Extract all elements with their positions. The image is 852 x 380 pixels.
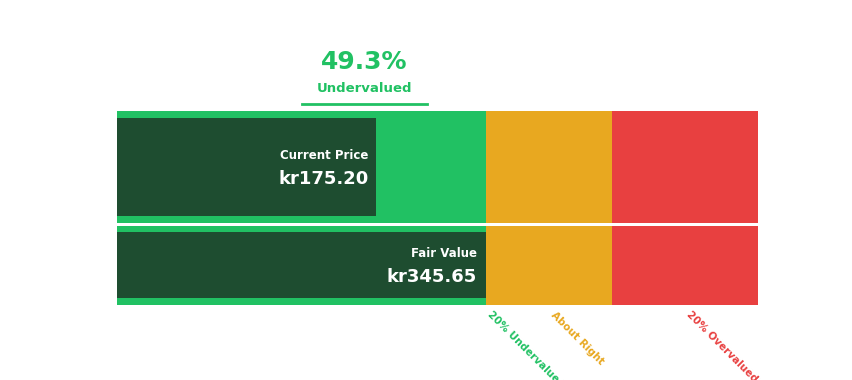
Text: Current Price: Current Price <box>279 149 368 162</box>
Text: 20% Overvalued: 20% Overvalued <box>684 310 759 380</box>
Text: 49.3%: 49.3% <box>321 50 407 74</box>
Text: Fair Value: Fair Value <box>410 247 476 260</box>
Bar <box>486 226 612 304</box>
Text: About Right: About Right <box>549 310 605 367</box>
Text: kr175.20: kr175.20 <box>278 170 368 188</box>
Bar <box>117 232 486 298</box>
Text: 20% Undervalued: 20% Undervalued <box>486 310 566 380</box>
Bar <box>117 226 486 304</box>
Text: Undervalued: Undervalued <box>316 82 412 95</box>
Bar <box>612 111 757 223</box>
Bar <box>486 111 612 223</box>
Bar <box>117 111 486 223</box>
Text: kr345.65: kr345.65 <box>386 268 476 287</box>
Bar <box>612 226 757 304</box>
Bar <box>117 118 376 216</box>
